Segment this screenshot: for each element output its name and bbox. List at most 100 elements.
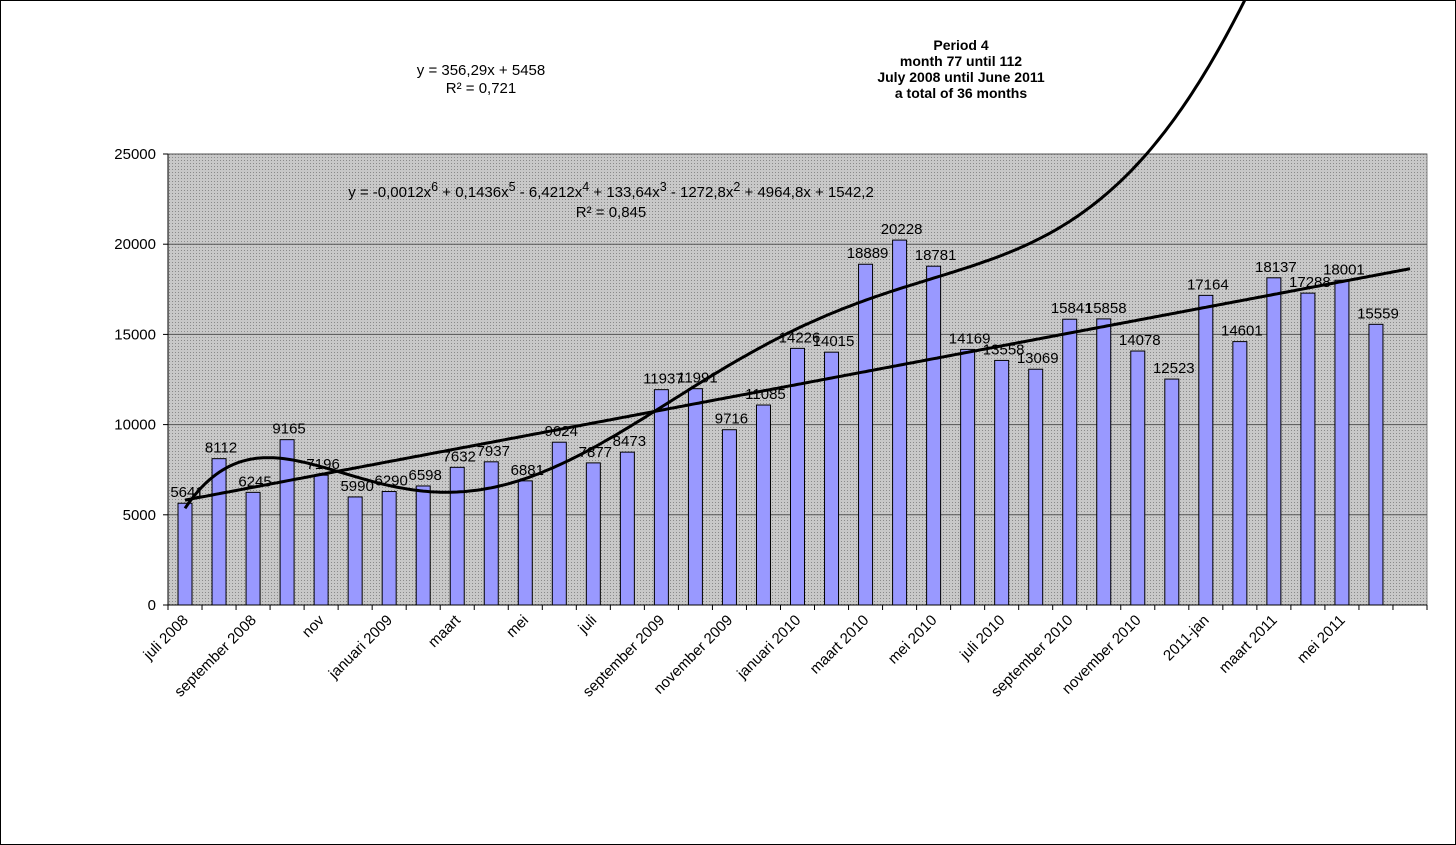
x-tick-label: maart — [425, 611, 465, 651]
bar — [1164, 378, 1180, 606]
poly-term: - 1272,8x — [666, 184, 734, 201]
data-label: 14601 — [1221, 323, 1263, 340]
bar — [721, 429, 737, 606]
linear-trend-label: y = 356,29x + 5458 R² = 0,721 — [331, 62, 631, 98]
bar — [858, 263, 874, 606]
x-tick-label: nov — [299, 611, 328, 640]
y-tick-label: 0 — [148, 597, 156, 614]
data-label: 13558 — [983, 341, 1025, 358]
y-tick-label: 15000 — [114, 326, 156, 343]
title-line: a total of 36 months — [894, 85, 1028, 101]
bar — [279, 439, 295, 606]
bar — [245, 491, 261, 606]
bar — [1266, 277, 1282, 606]
data-label: 11991 — [677, 370, 718, 387]
poly-term: y = -0,0012x — [348, 184, 432, 201]
y-tick-label: 5000 — [123, 507, 156, 524]
bar — [1198, 294, 1214, 606]
data-label: 17288 — [1289, 274, 1331, 291]
data-label: 15841 — [1051, 300, 1093, 317]
bar — [381, 491, 397, 606]
x-tick-label: mei — [503, 612, 532, 641]
data-label: 6245 — [238, 473, 271, 490]
bar — [415, 485, 431, 606]
poly-term: - 6,4212x — [515, 184, 583, 201]
poly-exponent: 2 — [733, 180, 741, 194]
data-label: 9716 — [715, 411, 748, 428]
poly-exponent: 3 — [659, 180, 667, 194]
x-tick-label: maart 2011 — [1216, 612, 1281, 677]
data-label: 5641 — [170, 484, 203, 501]
data-label: 14169 — [949, 330, 991, 347]
linear-r2: R² = 0,721 — [445, 80, 517, 97]
y-tick-label: 10000 — [114, 417, 156, 434]
data-label: 6290 — [374, 473, 407, 490]
bar — [790, 347, 805, 606]
bar — [755, 404, 771, 606]
data-label: 9165 — [272, 421, 305, 438]
poly-trendline — [183, 1, 1247, 510]
data-label: 18137 — [1255, 259, 1297, 276]
linear-equation: y = 356,29x + 5458 — [416, 62, 546, 79]
x-tick-label: januari 2010 — [733, 612, 804, 683]
data-label: 8112 — [205, 440, 237, 457]
poly-exponent: 4 — [582, 180, 590, 194]
title-line: July 2008 until June 2011 — [877, 69, 1045, 85]
data-label: 8473 — [613, 433, 646, 450]
poly-exponent: 5 — [508, 180, 516, 194]
data-label: 20228 — [881, 221, 923, 238]
bar — [1334, 279, 1350, 606]
bar — [347, 496, 363, 606]
data-label: 7632 — [443, 448, 476, 465]
data-label: 17164 — [1187, 276, 1229, 293]
poly-r2: R² = 0,845 — [575, 204, 647, 221]
poly-term: + 0,1436x — [438, 184, 509, 201]
y-tick-label: 20000 — [114, 236, 156, 253]
bar — [1096, 318, 1112, 606]
data-label: 11937 — [643, 371, 684, 388]
data-label: 6881 — [511, 462, 544, 479]
poly-trend-label: y = -0,0012x6 + 0,1436x5 - 6,4212x4 + 13… — [201, 177, 1021, 223]
x-tick-label: januari 2009 — [325, 612, 396, 683]
bar — [994, 359, 1010, 606]
data-label: 18781 — [915, 247, 957, 264]
bar — [687, 388, 703, 606]
bar — [551, 441, 567, 606]
poly-term: + 133,64x — [589, 184, 660, 201]
x-tick-label: juli 2008 — [140, 612, 192, 664]
chart-title: Period 4 month 77 until 112 July 2008 un… — [761, 37, 1161, 101]
bar — [892, 239, 908, 606]
linear-trendline — [184, 267, 1411, 502]
data-label: 7937 — [477, 443, 510, 460]
data-label: 15858 — [1085, 300, 1127, 317]
x-tick-label: maart 2010 — [807, 612, 873, 678]
data-label: 6598 — [409, 467, 442, 484]
bar — [211, 458, 227, 606]
bar — [1130, 350, 1146, 606]
data-label: 9024 — [545, 423, 578, 440]
data-label: 7877 — [579, 444, 612, 461]
x-tick-label: mei 2011 — [1294, 612, 1349, 667]
bar — [585, 462, 601, 606]
bar — [483, 461, 499, 606]
bar — [1368, 323, 1384, 606]
x-tick-label: mei 2010 — [885, 612, 941, 668]
bar — [926, 265, 942, 606]
bar — [1232, 341, 1248, 606]
bar — [177, 502, 193, 606]
poly-equation: y = -0,0012x6 + 0,1436x5 - 6,4212x4 + 13… — [201, 177, 1021, 203]
bar — [517, 480, 533, 606]
bar — [619, 451, 635, 606]
bar — [449, 466, 465, 606]
data-label: 7196 — [306, 456, 339, 473]
data-label: 12523 — [1153, 360, 1195, 377]
bar — [1300, 292, 1316, 606]
bar — [653, 389, 669, 606]
poly-exponent: 6 — [431, 180, 439, 194]
bar — [1062, 318, 1078, 606]
data-label: 14015 — [813, 333, 855, 350]
bar — [824, 351, 840, 606]
data-label: 14078 — [1119, 332, 1161, 349]
